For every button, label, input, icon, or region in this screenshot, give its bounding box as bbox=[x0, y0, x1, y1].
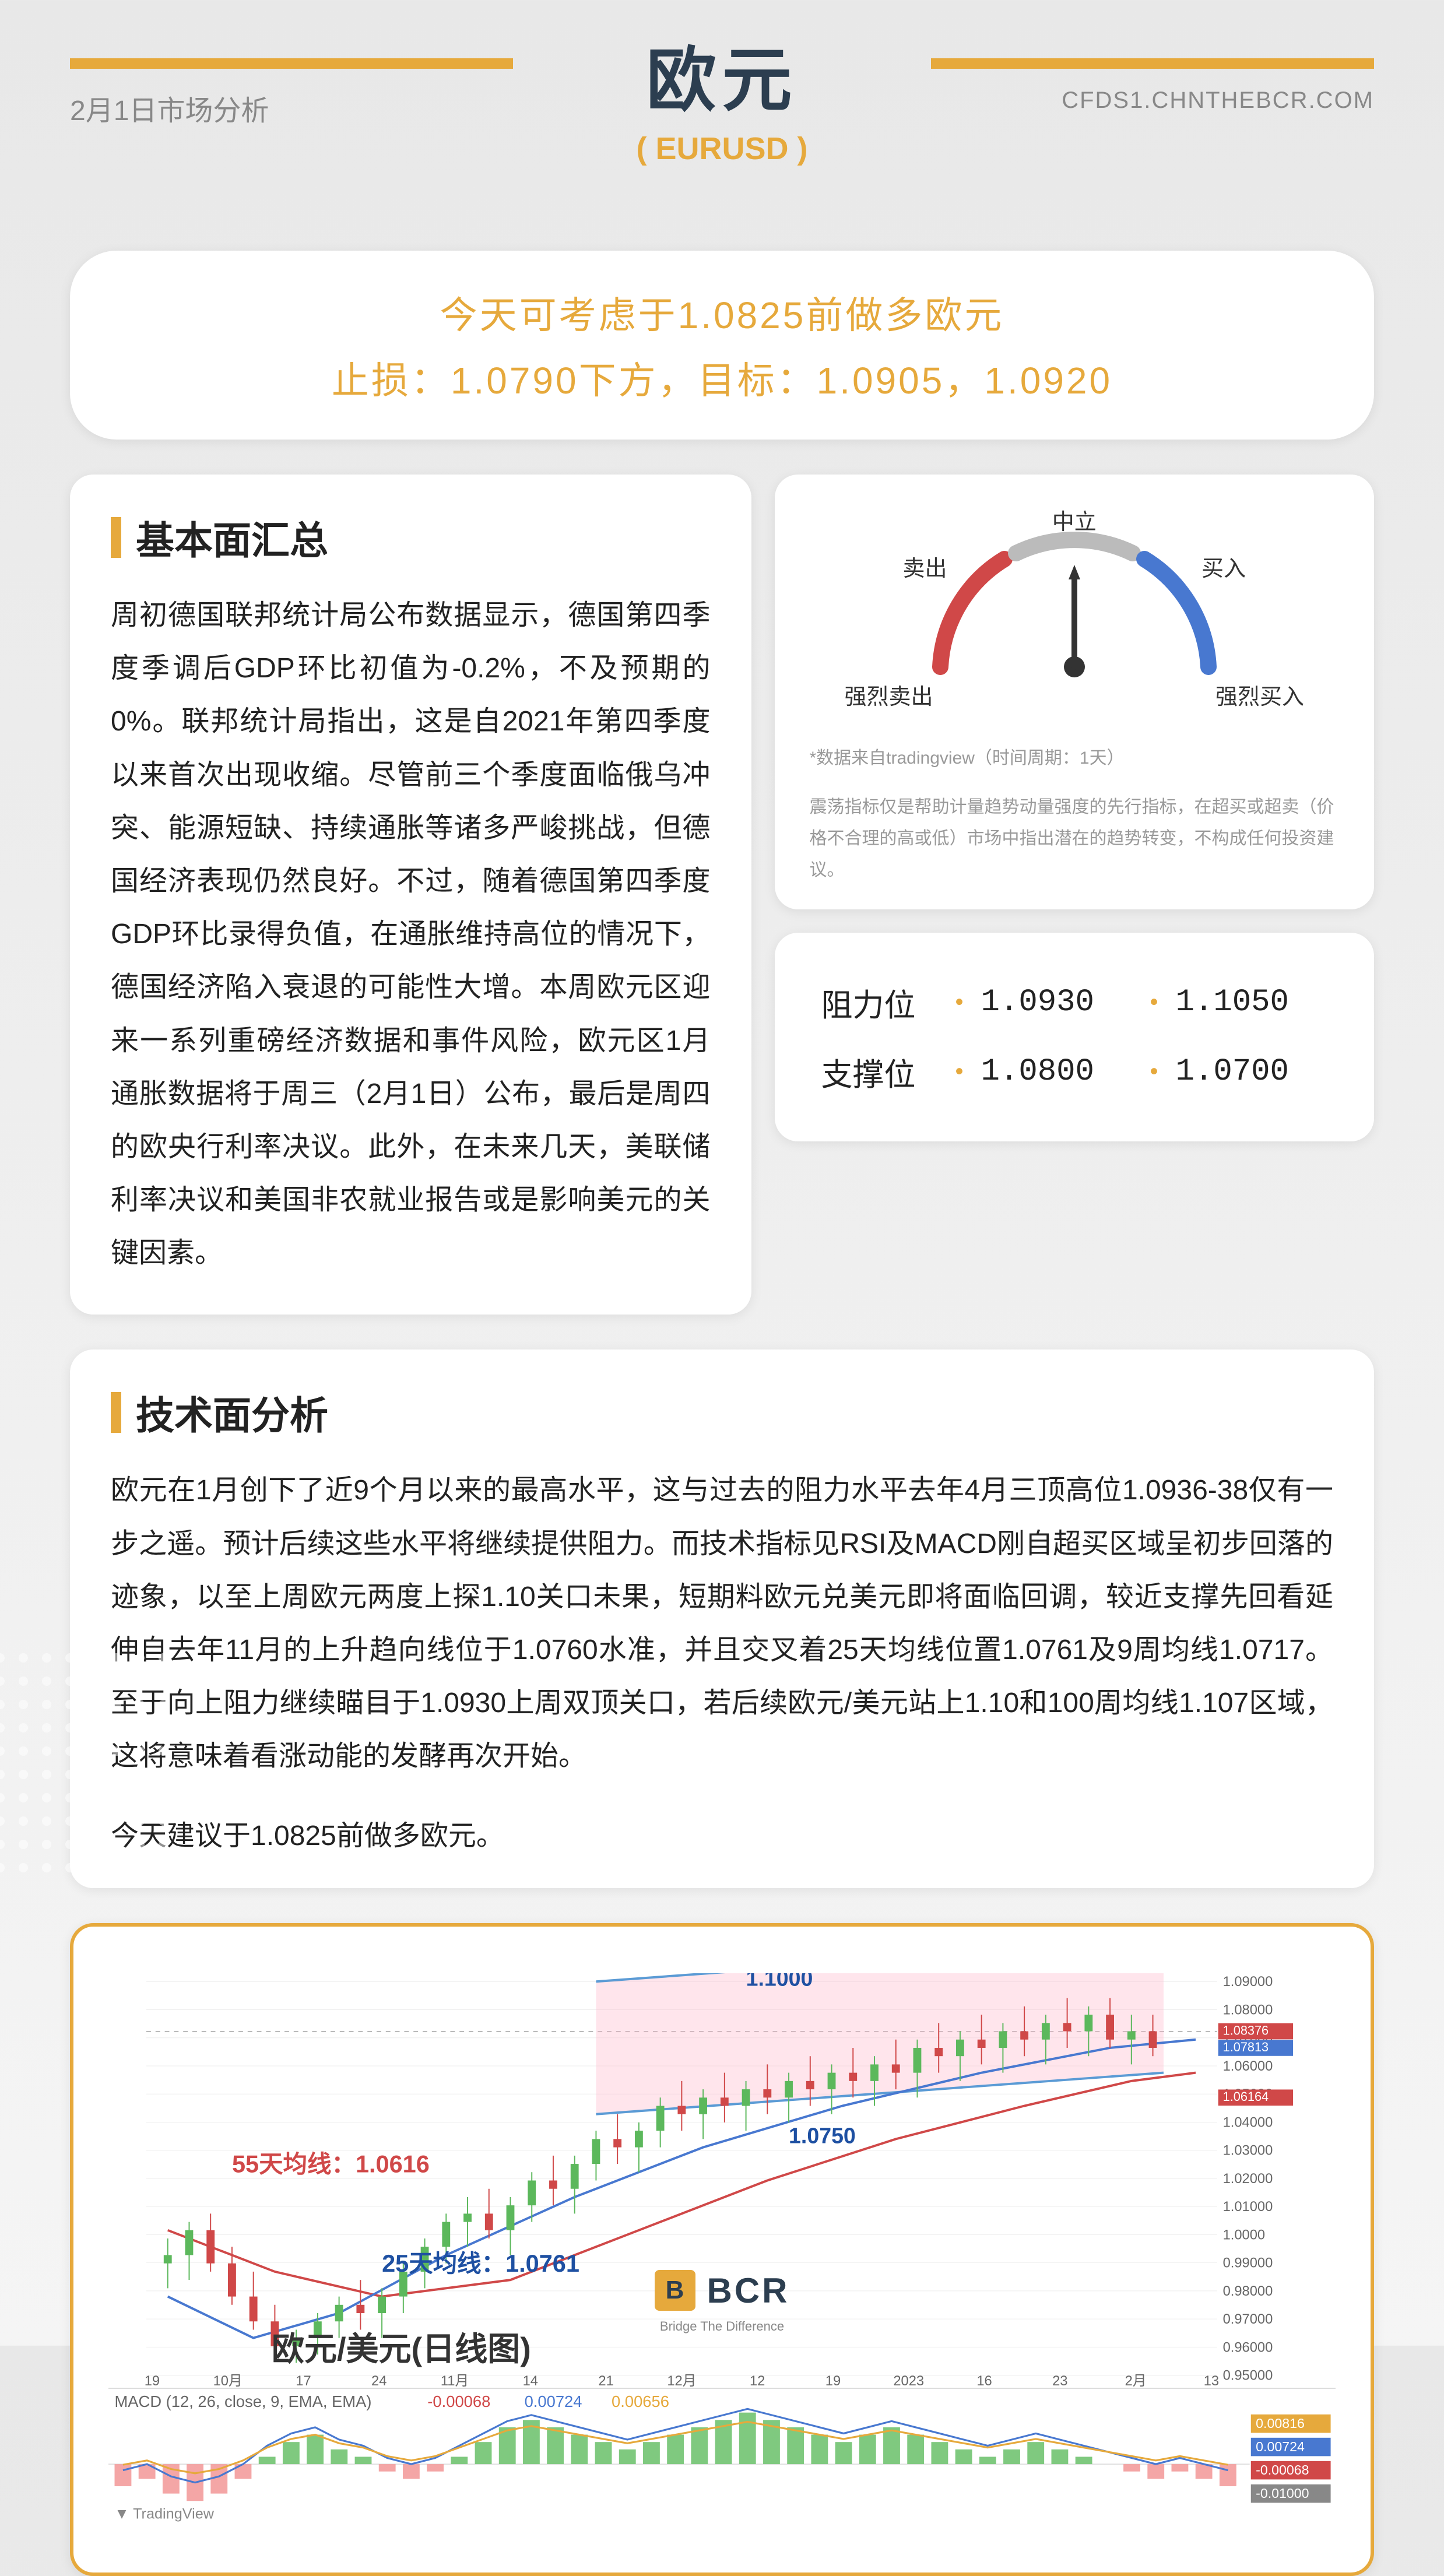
svg-text:0.00656: 0.00656 bbox=[612, 2392, 669, 2410]
svg-text:1.03000: 1.03000 bbox=[1223, 2143, 1273, 2158]
page-subtitle: ( EURUSD ) bbox=[637, 131, 808, 167]
footer-brand: BCR bbox=[707, 2271, 790, 2311]
svg-text:0.00724: 0.00724 bbox=[525, 2392, 582, 2410]
svg-text:17: 17 bbox=[296, 2374, 311, 2388]
fundamental-text: 周初德国联邦统计局公布数据显示，德国第四季度季调后GDP环比初值为-0.2%，不… bbox=[111, 589, 711, 1280]
svg-text:0.95000: 0.95000 bbox=[1223, 2368, 1273, 2383]
svg-text:12: 12 bbox=[750, 2374, 765, 2388]
support-label: 支撑位 bbox=[821, 1049, 938, 1095]
page-title: 欧元 bbox=[637, 23, 808, 125]
svg-text:55天均线：1.0616: 55天均线：1.0616 bbox=[232, 2150, 430, 2177]
svg-text:14: 14 bbox=[523, 2374, 538, 2388]
svg-text:10月: 10月 bbox=[213, 2374, 243, 2388]
title-block: 欧元 ( EURUSD ) bbox=[637, 23, 808, 167]
svg-text:16: 16 bbox=[976, 2374, 992, 2388]
svg-text:-0.00068: -0.00068 bbox=[1256, 2462, 1309, 2477]
svg-text:0.96000: 0.96000 bbox=[1223, 2340, 1273, 2355]
level-dot: • bbox=[955, 1059, 964, 1085]
fundamental-box: 基本面汇总 周初德国联邦统计局公布数据显示，德国第四季度季调后GDP环比初值为-… bbox=[70, 475, 751, 1315]
svg-text:1.08000: 1.08000 bbox=[1223, 2002, 1273, 2018]
svg-text:0.99000: 0.99000 bbox=[1223, 2255, 1273, 2271]
svg-text:1.06164: 1.06164 bbox=[1223, 2089, 1269, 2104]
svg-text:1.0750: 1.0750 bbox=[789, 2123, 856, 2148]
macd-svg: MACD (12, 26, close, 9, EMA, EMA) -0.0006… bbox=[108, 2389, 1336, 2526]
svg-text:0.00816: 0.00816 bbox=[1256, 2416, 1305, 2431]
svg-text:0.98000: 0.98000 bbox=[1223, 2283, 1273, 2299]
resistance-row: 阻力位 • 1.0930 • 1.1050 bbox=[821, 968, 1328, 1037]
svg-text:1.02000: 1.02000 bbox=[1223, 2171, 1273, 2186]
level-dot: • bbox=[1150, 989, 1158, 1015]
svg-text:25天均线：1.0761: 25天均线：1.0761 bbox=[382, 2249, 579, 2276]
svg-text:21: 21 bbox=[598, 2374, 613, 2388]
footer-tagline: Bridge The Difference bbox=[660, 2319, 784, 2334]
technical-box: 技术面分析 欧元在1月创下了近9个月以来的最高水平，这与过去的阻力水平去年4月三… bbox=[70, 1349, 1374, 1888]
svg-text:1.0000: 1.0000 bbox=[1223, 2227, 1265, 2243]
chart-box: 1.090001.080001.070001.060001.050001.040… bbox=[70, 1923, 1374, 2576]
svg-text:0.97000: 0.97000 bbox=[1223, 2312, 1273, 2327]
header-accent-right bbox=[931, 58, 1374, 69]
footer-logo-icon: B bbox=[655, 2270, 695, 2311]
header: 2月1日市场分析 欧元 ( EURUSD ) CFDS1.CHNTHEBCR.C… bbox=[0, 0, 1444, 146]
technical-title: 技术面分析 bbox=[111, 1384, 1333, 1440]
support-val-2: 1.0700 bbox=[1176, 1054, 1327, 1090]
gauge-label-neutral: 中立 bbox=[1052, 504, 1097, 536]
svg-text:2023: 2023 bbox=[893, 2374, 924, 2388]
title-accent-bar bbox=[111, 517, 121, 558]
svg-text:23: 23 bbox=[1052, 2374, 1067, 2388]
resistance-val-2: 1.1050 bbox=[1176, 985, 1327, 1020]
svg-text:▼ TradingView: ▼ TradingView bbox=[115, 2505, 215, 2522]
gauge-container: 强烈卖出 卖出 中立 买入 强烈买入 bbox=[810, 504, 1340, 725]
gauge-label-strong-buy: 强烈买入 bbox=[1215, 679, 1304, 711]
svg-text:1.07813: 1.07813 bbox=[1223, 2039, 1269, 2054]
recommendation-line1: 今天可考虑于1.0825前做多欧元 bbox=[117, 286, 1327, 339]
svg-text:13: 13 bbox=[1204, 2374, 1219, 2388]
svg-text:19: 19 bbox=[145, 2374, 160, 2388]
fundamental-title-text: 基本面汇总 bbox=[136, 509, 328, 565]
recommendation-line2: 止损：1.0790下方，目标：1.0905，1.0920 bbox=[117, 351, 1327, 405]
svg-text:24: 24 bbox=[371, 2374, 387, 2388]
svg-text:-0.00068: -0.00068 bbox=[427, 2392, 490, 2410]
svg-text:11月: 11月 bbox=[441, 2374, 469, 2388]
resistance-val-1: 1.0930 bbox=[981, 985, 1133, 1020]
technical-title-text: 技术面分析 bbox=[136, 1384, 328, 1440]
svg-text:1.09000: 1.09000 bbox=[1223, 1974, 1273, 1990]
svg-text:-0.01000: -0.01000 bbox=[1256, 2486, 1309, 2501]
resistance-label: 阻力位 bbox=[821, 979, 938, 1025]
svg-text:2月: 2月 bbox=[1125, 2374, 1147, 2388]
gauge-label-strong-sell: 强烈卖出 bbox=[845, 679, 933, 711]
technical-suggestion: 今天建议于1.0825前做多欧元。 bbox=[111, 1812, 1333, 1853]
level-dot: • bbox=[1150, 1059, 1158, 1085]
svg-text:1.06000: 1.06000 bbox=[1223, 2058, 1273, 2074]
title-accent-bar bbox=[111, 1392, 121, 1433]
header-accent-left bbox=[70, 58, 513, 69]
watermark-dots bbox=[0, 1646, 175, 1879]
level-dot: • bbox=[955, 989, 964, 1015]
chart-area: 1.090001.080001.070001.060001.050001.040… bbox=[108, 1973, 1336, 2526]
gauge-footnote1: *数据来自tradingview（时间周期：1天） bbox=[810, 743, 1340, 774]
svg-text:1.01000: 1.01000 bbox=[1223, 2199, 1273, 2215]
source-url: CFDS1.CHNTHEBCR.COM bbox=[1062, 87, 1374, 114]
support-row: 支撑位 • 1.0800 • 1.0700 bbox=[821, 1037, 1328, 1106]
svg-text:1.08376: 1.08376 bbox=[1223, 2023, 1269, 2037]
levels-box: 阻力位 • 1.0930 • 1.1050 支撑位 • 1.0800 • 1.0… bbox=[775, 933, 1375, 1141]
sentiment-gauge-box: 强烈卖出 卖出 中立 买入 强烈买入 *数据来自tradingview（时间周期… bbox=[775, 475, 1375, 909]
recommendation-box: 今天可考虑于1.0825前做多欧元 止损：1.0790下方，目标：1.0905，… bbox=[70, 251, 1374, 440]
footer: B BCR bbox=[655, 2270, 790, 2311]
gauge-label-buy: 买入 bbox=[1201, 550, 1246, 582]
chart-title: 欧元/美元(日线图) bbox=[272, 2323, 531, 2370]
svg-text:0.00724: 0.00724 bbox=[1256, 2439, 1305, 2454]
date-label: 2月1日市场分析 bbox=[70, 87, 269, 128]
gauge-footnote2: 震荡指标仅是帮助计量趋势动量强度的先行指标，在超买或超卖（价格不合理的高或低）市… bbox=[810, 792, 1340, 886]
svg-text:MACD (12, 26, close, 9, EMA, E: MACD (12, 26, close, 9, EMA, EMA) bbox=[115, 2392, 372, 2410]
support-val-1: 1.0800 bbox=[981, 1054, 1133, 1090]
svg-text:1.04000: 1.04000 bbox=[1223, 2115, 1273, 2130]
fundamental-title: 基本面汇总 bbox=[111, 509, 711, 565]
gauge-label-sell: 卖出 bbox=[903, 550, 947, 582]
technical-text: 欧元在1月创下了近9个月以来的最高水平，这与过去的阻力水平去年4月三顶高位1.0… bbox=[111, 1464, 1333, 1783]
macd-chart: MACD (12, 26, close, 9, EMA, EMA) -0.0006… bbox=[108, 2388, 1336, 2526]
svg-text:1.1000: 1.1000 bbox=[746, 1973, 813, 1990]
svg-text:19: 19 bbox=[825, 2374, 841, 2388]
svg-text:12月: 12月 bbox=[667, 2374, 696, 2388]
